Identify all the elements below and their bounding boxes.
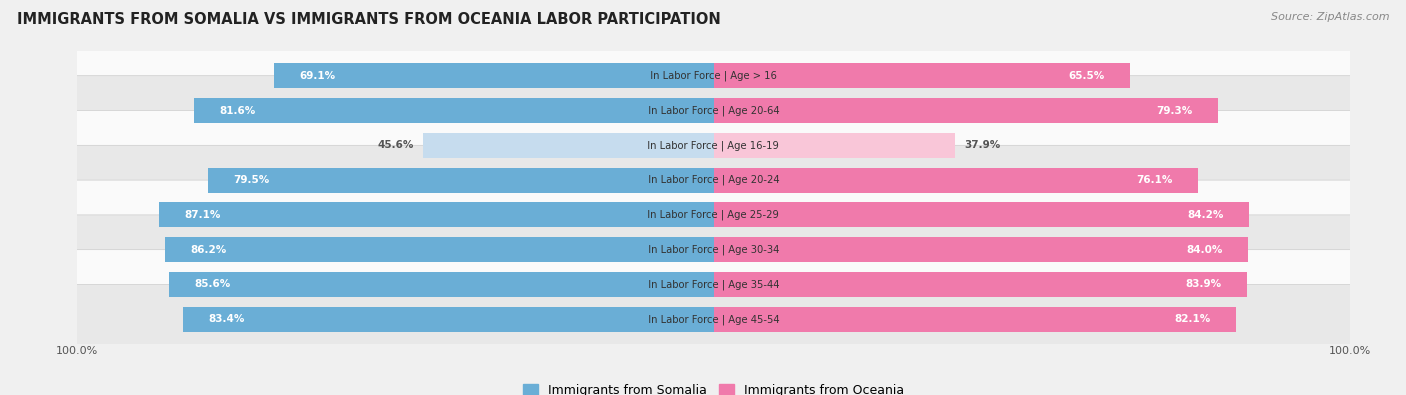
Text: 87.1%: 87.1% [184, 210, 221, 220]
FancyBboxPatch shape [62, 180, 1365, 250]
Bar [714, 202, 1250, 228]
Text: 76.1%: 76.1% [1136, 175, 1173, 185]
Text: 37.9%: 37.9% [965, 140, 1001, 150]
Text: 79.3%: 79.3% [1156, 105, 1192, 115]
Bar [714, 63, 1130, 88]
Text: 45.6%: 45.6% [378, 140, 413, 150]
Text: In Labor Force | Age 20-24: In Labor Force | Age 20-24 [641, 175, 786, 185]
Text: Source: ZipAtlas.com: Source: ZipAtlas.com [1271, 12, 1389, 22]
Bar [714, 237, 1249, 262]
FancyBboxPatch shape [62, 250, 1365, 319]
Bar [714, 98, 1218, 123]
FancyBboxPatch shape [62, 41, 1365, 111]
Text: In Labor Force | Age 45-54: In Labor Force | Age 45-54 [641, 314, 786, 325]
Bar [159, 202, 714, 228]
Bar [208, 167, 714, 193]
Legend: Immigrants from Somalia, Immigrants from Oceania: Immigrants from Somalia, Immigrants from… [517, 379, 910, 395]
FancyBboxPatch shape [62, 76, 1365, 145]
Text: 81.6%: 81.6% [219, 105, 256, 115]
Text: IMMIGRANTS FROM SOMALIA VS IMMIGRANTS FROM OCEANIA LABOR PARTICIPATION: IMMIGRANTS FROM SOMALIA VS IMMIGRANTS FR… [17, 12, 721, 27]
Text: 79.5%: 79.5% [233, 175, 270, 185]
Bar [714, 307, 1236, 332]
Bar [714, 133, 955, 158]
FancyBboxPatch shape [62, 215, 1365, 284]
Text: In Labor Force | Age 25-29: In Labor Force | Age 25-29 [641, 210, 786, 220]
Text: 82.1%: 82.1% [1174, 314, 1211, 324]
Text: In Labor Force | Age 20-64: In Labor Force | Age 20-64 [641, 105, 786, 116]
Bar [165, 237, 714, 262]
Bar [274, 63, 714, 88]
Text: In Labor Force | Age 35-44: In Labor Force | Age 35-44 [641, 279, 786, 290]
Text: 85.6%: 85.6% [194, 280, 231, 290]
Text: 86.2%: 86.2% [191, 245, 226, 255]
FancyBboxPatch shape [62, 111, 1365, 180]
Text: 69.1%: 69.1% [299, 71, 336, 81]
Bar [169, 272, 714, 297]
Text: In Labor Force | Age > 16: In Labor Force | Age > 16 [644, 70, 783, 81]
Bar [423, 133, 714, 158]
FancyBboxPatch shape [62, 145, 1365, 215]
Bar [183, 307, 714, 332]
Bar [714, 167, 1198, 193]
Text: 84.0%: 84.0% [1187, 245, 1223, 255]
FancyBboxPatch shape [62, 284, 1365, 354]
Text: 83.4%: 83.4% [208, 314, 245, 324]
Text: 84.2%: 84.2% [1188, 210, 1223, 220]
Text: In Labor Force | Age 30-34: In Labor Force | Age 30-34 [641, 245, 786, 255]
Bar [714, 272, 1247, 297]
Bar [194, 98, 714, 123]
Text: 65.5%: 65.5% [1069, 71, 1105, 81]
Text: In Labor Force | Age 16-19: In Labor Force | Age 16-19 [641, 140, 786, 150]
Text: 83.9%: 83.9% [1185, 280, 1222, 290]
